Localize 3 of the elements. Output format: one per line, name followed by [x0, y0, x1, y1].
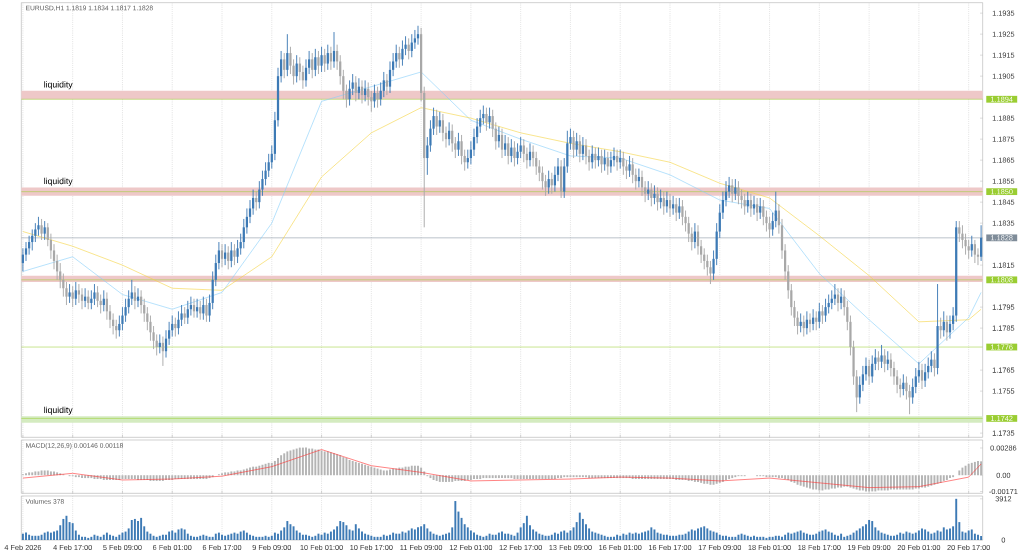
band-label: liquidity: [44, 177, 73, 187]
band-label: liquidity: [44, 81, 73, 90]
band-label: liquidity: [44, 406, 73, 415]
